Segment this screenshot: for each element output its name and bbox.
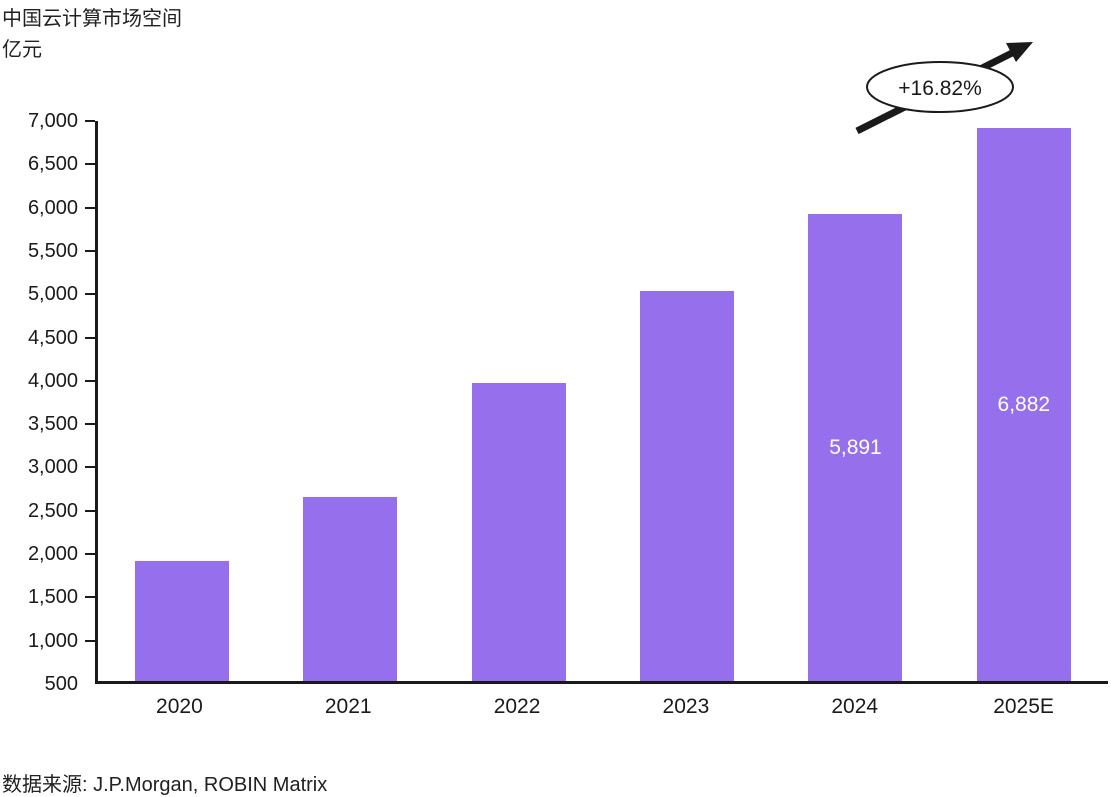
y-tick-label: 3,500 (27, 413, 78, 436)
x-tick-label-2025E: 2025E (993, 695, 1054, 718)
bar-slot-2023 (603, 121, 771, 681)
y-tick-label: 3,000 (27, 456, 78, 479)
y-tick-label: 1,500 (27, 586, 78, 609)
y-tick-label: 6,500 (27, 153, 78, 176)
y-tick-label: 500 (44, 673, 78, 695)
y-tick-label: 7,000 (27, 110, 78, 132)
bar-2024: 5,891 (808, 214, 903, 681)
growth-arrow-head-icon (1006, 42, 1033, 62)
y-tick-label: 1,000 (27, 629, 78, 652)
y-tick-label: 5,000 (27, 283, 78, 306)
growth-ellipse (866, 61, 1014, 113)
bar-2025E: 6,882 (976, 128, 1071, 681)
bar-2020 (135, 561, 230, 681)
bar-slot-2020 (98, 121, 266, 681)
y-tick-mark (85, 206, 95, 209)
bar-value-label-2024: 5,891 (829, 435, 882, 459)
bar-slot-2025E: 6,882 (940, 121, 1108, 681)
y-tick-mark (85, 163, 95, 166)
plot-area: 5,891 6,882 (95, 121, 1108, 684)
bar-value-label-2025E: 6,882 (997, 392, 1051, 416)
y-tick-label: 5,500 (27, 239, 78, 262)
y-tick-mark (85, 379, 95, 382)
y-tick-mark (85, 120, 95, 122)
bar-slot-2021 (266, 121, 434, 681)
y-tick-label: 2,000 (27, 543, 78, 566)
y-tick-mark (85, 336, 95, 339)
x-tick-label-2021: 2021 (324, 695, 372, 718)
chart-unit-label: 亿元 (2, 39, 42, 61)
chart-header: 中国云计算市场空间 亿元 (2, 4, 182, 66)
y-tick-mark (85, 509, 95, 512)
y-tick-label: 4,000 (27, 369, 78, 392)
bar-2022 (471, 383, 566, 681)
x-tick-label-2024: 2024 (831, 695, 879, 718)
y-tick-mark (85, 249, 95, 252)
y-tick-label: 4,500 (27, 326, 78, 349)
y-tick-mark (85, 293, 95, 296)
bar-slot-2022 (435, 121, 603, 681)
x-tick-label-2020: 2020 (156, 695, 203, 718)
y-tick-label: 2,500 (27, 499, 78, 522)
y-tick-mark (85, 423, 95, 426)
bar-slot-2024: 5,891 (771, 121, 939, 681)
chart-title: 中国云计算市场空间 (2, 8, 182, 30)
growth-arrow-line (855, 49, 1014, 135)
x-axis-labels: 2020 2021 2022 2023 2024 2025E (95, 692, 1108, 722)
bar-2021 (303, 496, 398, 681)
y-tick-mark (85, 553, 95, 556)
x-tick-label-2022: 2022 (493, 695, 541, 718)
y-tick-mark (85, 639, 95, 642)
growth-label: +16.82% (898, 77, 982, 100)
x-tick-label-2023: 2023 (662, 695, 710, 718)
bar-2023 (640, 291, 735, 681)
source-note: 数据来源: J.P.Morgan, ROBIN Matrix (2, 774, 328, 796)
y-tick-label: 6,000 (27, 196, 78, 219)
y-tick-mark (85, 466, 95, 469)
y-tick-mark (85, 596, 95, 599)
